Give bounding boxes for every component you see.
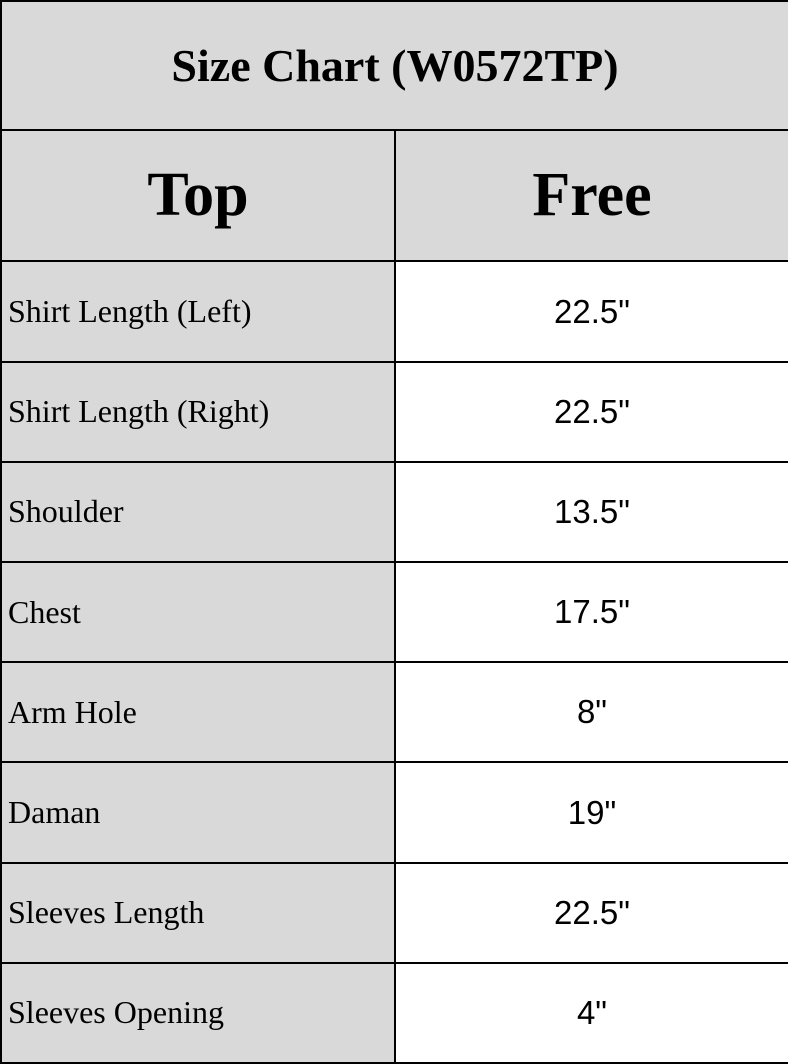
row-value: 19" [394,761,788,864]
row-value: 8" [394,661,788,764]
column-header-free: Free [394,129,788,263]
row-value: 17.5" [394,561,788,664]
row-label: Arm Hole [0,661,396,764]
table-row: Shirt Length (Left) 22.5" [0,260,788,363]
chart-title-row: Size Chart (W0572TP) [0,0,788,132]
table-row: Arm Hole 8" [0,661,788,764]
table-row: Shirt Length (Right) 22.5" [0,360,788,463]
table-row: Chest 17.5" [0,561,788,664]
row-label: Sleeves Length [0,861,396,964]
table-row: Daman 19" [0,761,788,864]
row-value: 22.5" [394,260,788,363]
row-value: 4" [394,961,788,1064]
row-label: Chest [0,561,396,664]
column-header-row: Top Free [0,129,788,263]
row-label: Shirt Length (Right) [0,360,396,463]
row-label: Daman [0,761,396,864]
table-row: Sleeves Opening 4" [0,961,788,1064]
column-header-top: Top [0,129,396,263]
row-value: 22.5" [394,861,788,964]
row-value: 22.5" [394,360,788,463]
row-label: Sleeves Opening [0,961,396,1064]
table-row: Shoulder 13.5" [0,460,788,564]
row-label: Shirt Length (Left) [0,260,396,363]
row-label: Shoulder [0,460,396,564]
row-value: 13.5" [394,460,788,564]
chart-title: Size Chart (W0572TP) [0,0,788,132]
table-row: Sleeves Length 22.5" [0,861,788,964]
